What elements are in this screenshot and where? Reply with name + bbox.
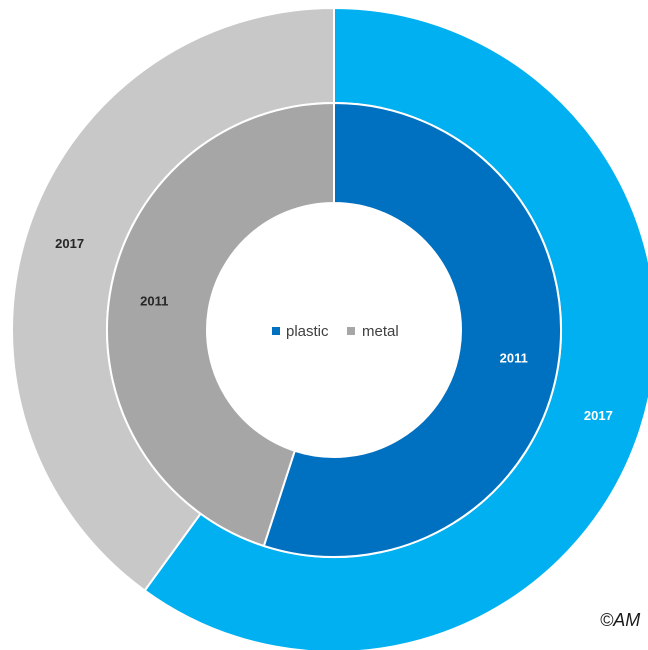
data-labels-layer: 2017 2017 2011 2011: [55, 236, 613, 423]
data-label-2011-metal: 2011: [140, 294, 168, 309]
legend-swatch-metal: [347, 327, 355, 335]
slice-2011-metal: [106, 101, 335, 548]
legend-label-plastic: plastic: [286, 323, 329, 340]
slice-2011-plastic: [262, 101, 562, 558]
data-label-2011-plastic: 2011: [500, 350, 528, 365]
copyright-text: ©AM: [600, 610, 641, 630]
data-label-2017-metal: 2017: [55, 236, 84, 251]
data-label-2017-plastic: 2017: [584, 408, 613, 423]
legend: plastic metal: [272, 323, 399, 340]
legend-label-metal: metal: [362, 323, 399, 340]
rings-layer: [11, 6, 648, 650]
legend-swatch-plastic: [272, 327, 280, 335]
